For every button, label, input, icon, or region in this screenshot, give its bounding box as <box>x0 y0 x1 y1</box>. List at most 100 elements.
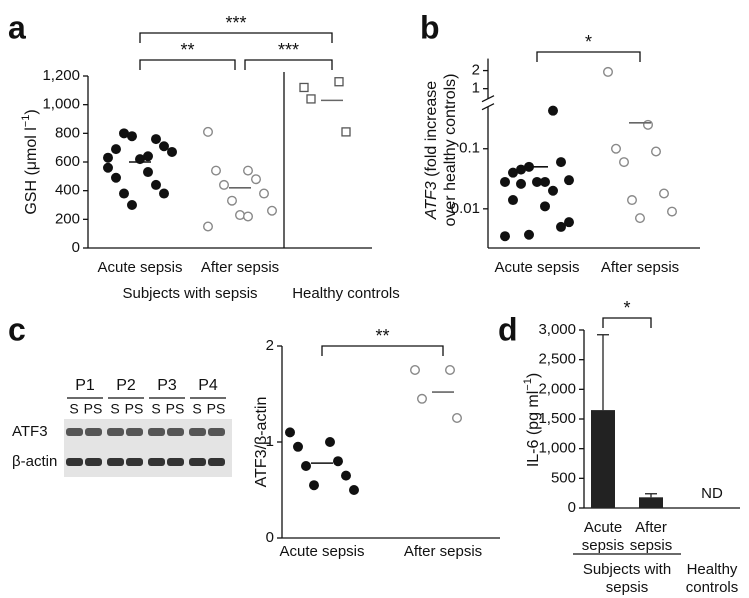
significance-bracket <box>321 345 444 356</box>
data-point <box>158 141 169 152</box>
y-tick-label: 0 <box>266 529 274 546</box>
y-axis-label-part: (fold increase <box>423 81 440 182</box>
data-point <box>564 175 575 186</box>
y-tick-label: 1 <box>266 433 274 450</box>
blot-row-label: β-actin <box>12 453 57 470</box>
blot-band <box>126 428 143 436</box>
y-tick-label: 2,500 <box>538 351 576 368</box>
blot-band <box>66 458 83 466</box>
data-point <box>126 199 137 210</box>
data-point <box>293 441 304 452</box>
sublane-label: S <box>151 401 160 417</box>
data-point <box>226 195 237 206</box>
group-label: controls <box>686 579 739 596</box>
data-point <box>126 131 137 142</box>
data-point <box>500 231 511 242</box>
group-label: sepsis <box>606 579 649 596</box>
data-point <box>667 206 678 217</box>
data-point <box>524 229 535 240</box>
data-point <box>445 365 456 376</box>
significance-label: * <box>623 298 630 318</box>
panel-letter: d <box>498 311 518 347</box>
x-tick-label: sepsis <box>630 537 673 554</box>
y-axis-label: over healthy controls) <box>442 74 459 227</box>
y-tick-label: 1,000 <box>42 96 80 113</box>
x-tick-label: Acute sepsis <box>494 259 579 276</box>
significance-label: *** <box>278 40 299 60</box>
data-point <box>540 201 551 212</box>
data-point <box>643 119 654 130</box>
data-point <box>659 188 670 199</box>
y-axis-label-part: over healthy controls) <box>442 74 459 227</box>
data-point <box>110 172 121 183</box>
data-point <box>259 188 270 199</box>
data-point <box>210 165 221 176</box>
significance-bracket <box>244 59 333 70</box>
y-tick-label: 2,000 <box>538 380 576 397</box>
y-axis-label: GSH (μmol l−1) <box>20 109 40 214</box>
sublane-label: PS <box>125 401 144 417</box>
data-point <box>508 167 519 178</box>
y-axis-label-part: ) <box>23 109 40 114</box>
x-tick-label: After sepsis <box>601 259 679 276</box>
sublane-label: S <box>192 401 201 417</box>
data-point <box>166 146 177 157</box>
axis-break <box>481 103 495 111</box>
data-point <box>334 77 344 87</box>
panel-letter: c <box>8 311 26 347</box>
y-tick-label: 0 <box>568 499 576 516</box>
western-blot <box>64 419 232 477</box>
data-point <box>325 437 336 448</box>
data-point <box>301 461 312 472</box>
sublane-label: PS <box>207 401 226 417</box>
significance-label: *** <box>225 13 246 33</box>
data-point <box>417 393 428 404</box>
data-point <box>202 126 213 137</box>
x-tick-label: After sepsis <box>201 259 279 276</box>
data-point <box>635 213 646 224</box>
y-tick-label: 200 <box>55 210 80 227</box>
data-point <box>556 221 567 232</box>
y-axis-label: ATF3 (fold increase <box>423 81 440 221</box>
blot-band <box>167 458 184 466</box>
panel-letter: b <box>420 9 440 45</box>
y-tick-label: 400 <box>55 182 80 199</box>
y-axis-label: IL-6 (pg ml−1) <box>522 373 542 467</box>
y-axis-label-part: ATF3 <box>423 181 440 220</box>
data-point <box>410 365 421 376</box>
y-tick-label: 1,000 <box>538 440 576 457</box>
group-label: Subjects with sepsis <box>122 285 257 302</box>
x-tick-label: Acute sepsis <box>97 259 182 276</box>
y-tick-label: 2 <box>266 337 274 354</box>
group-label: Subjects with <box>583 561 671 578</box>
sublane-label: S <box>69 401 78 417</box>
data-point <box>611 143 622 154</box>
data-point <box>556 157 567 168</box>
data-point <box>142 167 153 178</box>
y-axis-label-part: −1 <box>20 115 32 128</box>
blot-band <box>126 458 143 466</box>
lane-label: P1 <box>75 377 95 394</box>
bar <box>639 497 663 508</box>
y-tick-label: 1 <box>472 80 480 97</box>
blot-membrane <box>64 419 232 477</box>
data-point <box>452 413 463 424</box>
y-tick-label: 800 <box>55 124 80 141</box>
data-point <box>341 470 352 481</box>
data-point <box>150 179 161 190</box>
data-point <box>242 211 253 222</box>
y-axis-label-part: −1 <box>522 378 534 391</box>
y-tick-label: 1,500 <box>538 410 576 427</box>
lane-label: P3 <box>157 377 177 394</box>
y-tick-label: 600 <box>55 153 80 170</box>
data-point <box>150 134 161 145</box>
data-point <box>218 179 229 190</box>
data-point <box>508 195 519 206</box>
x-tick-label: Acute sepsis <box>279 543 364 560</box>
data-point <box>158 188 169 199</box>
blot-band <box>167 428 184 436</box>
data-point <box>234 210 245 221</box>
blot-band <box>107 428 124 436</box>
data-point <box>349 485 360 496</box>
